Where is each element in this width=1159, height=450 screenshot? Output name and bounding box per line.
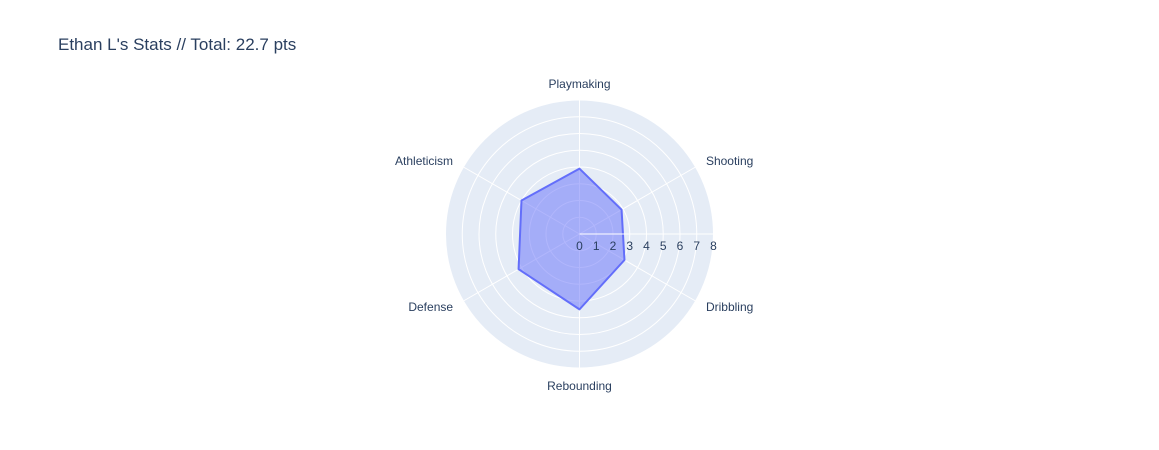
angular-label: Playmaking <box>548 77 610 91</box>
radial-tick-label: 2 <box>610 239 617 253</box>
chart-title: Ethan L's Stats // Total: 22.7 pts <box>58 35 296 54</box>
data-layer <box>517 167 626 311</box>
radial-tick-label: 7 <box>693 239 700 253</box>
angular-label: Athleticism <box>395 154 453 168</box>
radial-tick-label: 4 <box>643 239 650 253</box>
radial-tick-label: 8 <box>710 239 717 253</box>
series-polygon[interactable] <box>517 167 626 311</box>
radial-tick-label: 1 <box>593 239 600 253</box>
radial-tick-label: 3 <box>626 239 633 253</box>
angular-label: Shooting <box>706 154 753 168</box>
radial-tick-label: 6 <box>677 239 684 253</box>
angular-axis-labels: Playmaking Shooting Dribbling Rebounding Def… <box>395 77 753 393</box>
angular-label: Rebounding <box>547 379 612 393</box>
angular-label: Defense <box>408 300 453 314</box>
radial-tick-label: 0 <box>576 239 583 253</box>
angular-label: Dribbling <box>706 300 753 314</box>
radial-tick-label: 5 <box>660 239 667 253</box>
